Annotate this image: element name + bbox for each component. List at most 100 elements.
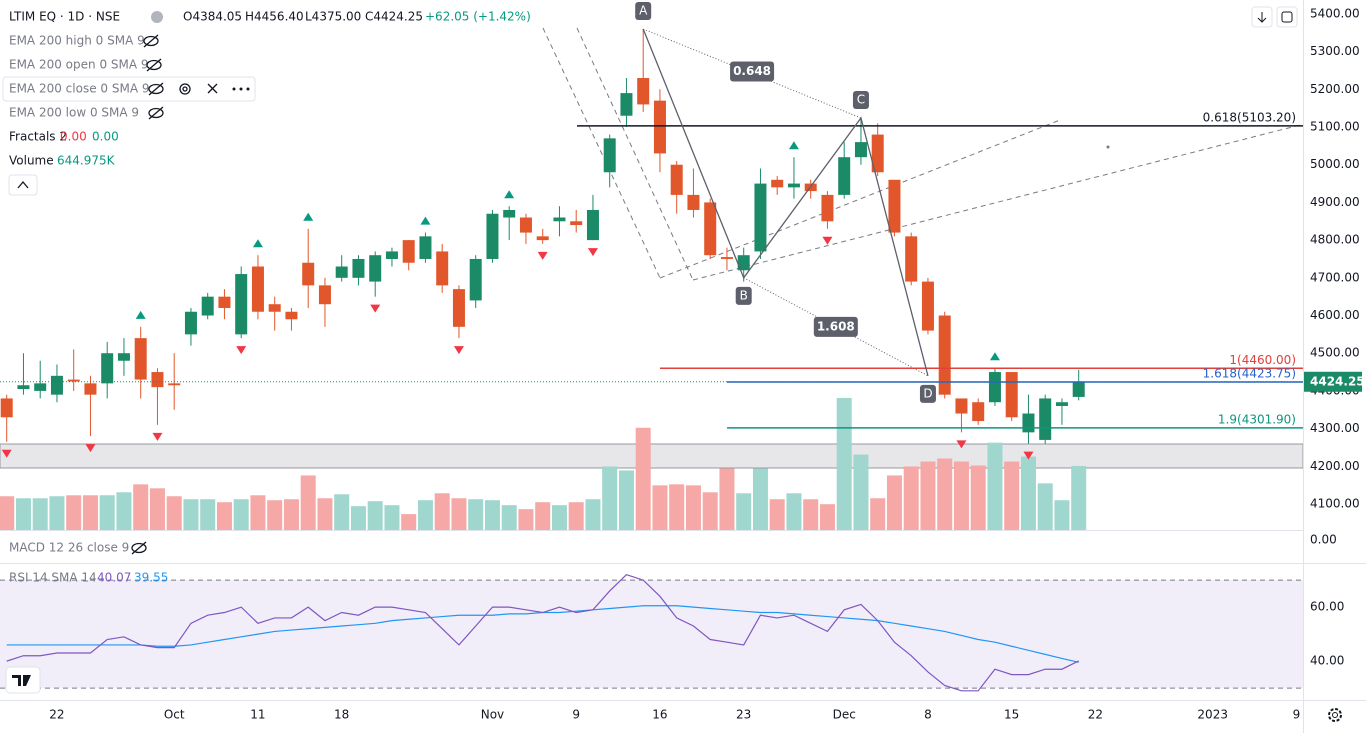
candle-body [620,93,633,116]
range-box [0,443,1304,469]
candle-body [101,353,114,384]
x-tick-label: 9 [572,708,580,722]
candle-body [921,281,934,331]
candle-body [737,255,750,271]
candle-body [704,202,717,256]
volume-bar [752,468,768,530]
y-tick-label: 5000.00 [1310,157,1360,171]
ratio-box [813,316,858,337]
x-tick-label: 23 [736,708,751,722]
volume-bar [300,475,316,530]
volume-bar [401,514,417,530]
volume-bar [836,398,852,530]
eye-icon[interactable] [146,59,162,71]
volume-bar [870,498,886,530]
volume-bar [585,499,601,530]
volume-bar [49,496,65,530]
candle-body [754,183,767,252]
collapse-button[interactable] [8,174,38,196]
candle-body [1005,372,1018,418]
y-tick-label: 4900.00 [1310,195,1360,209]
candle-body [385,251,398,259]
level-label: 1.9(4301.90) [1218,412,1296,426]
fractals-value: 0.00 [92,130,119,144]
x-tick-label: Dec [833,708,856,722]
candle-body [771,179,784,188]
volume-bar [1071,465,1087,530]
volume-bar [250,495,266,530]
candle-body [168,383,181,386]
logo [12,675,31,686]
fractal-down [537,251,548,260]
eye-slash [148,82,164,96]
volume-bar [283,499,299,530]
volume-bar [819,504,835,530]
candle-body [570,221,583,226]
candle-body [838,157,851,195]
settings-gear[interactable] [1328,708,1342,722]
candle-body [1022,413,1035,433]
candle-body [854,142,867,158]
rsi-sma-value: 39.55 [134,571,168,585]
volume-bar [736,493,752,530]
eye-slash [146,58,162,72]
y-tick-label: 4100.00 [1310,496,1360,510]
fractal-up [989,352,1000,361]
background-layer [0,27,1304,469]
level-label: 1.618(4423.75) [1203,366,1296,380]
candle-body [235,274,248,335]
candle-body [117,353,130,361]
volume-bar [987,442,1003,530]
y-tick-label: 5200.00 [1310,82,1360,96]
volume-bar [233,499,249,530]
candle-body [302,262,315,286]
indicator-label: EMA 200 close 0 SMA 9 [9,82,149,96]
candle-body [134,338,147,380]
volume-bar [384,505,400,530]
candle-body [84,383,97,395]
candle-body [988,372,1001,403]
point-box [635,2,652,21]
candle-body [1055,402,1068,406]
x-tick-label: 18 [334,708,349,722]
volume-bar [551,505,567,530]
volume-bar [317,498,333,530]
fractal-down [152,432,163,441]
eye-icon[interactable] [143,35,159,47]
fractal-down [956,440,967,449]
eye-icon[interactable] [148,83,164,95]
eye-icons[interactable] [131,34,218,555]
legend-row-box[interactable] [2,76,256,102]
eye-icon[interactable] [148,107,164,119]
fractal-up [788,141,799,150]
candle-body [369,255,382,282]
candle-body [285,311,298,320]
fractal-up [303,212,314,221]
y-tick-label: 5100.00 [1310,120,1360,134]
x-tick-label: 22 [1088,708,1103,722]
y-tick-label: 4600.00 [1310,308,1360,322]
volume-bar [183,499,199,530]
settings-icon[interactable] [179,83,191,95]
reset-button[interactable] [1276,6,1298,28]
point-box [919,384,936,403]
level-label: 0.618(5103.20) [1203,110,1296,124]
candle-body [938,315,951,395]
more-icon[interactable] [232,87,250,91]
volume-bar [367,501,383,530]
candle-body [637,78,650,105]
candle-body [955,398,968,414]
volume-bar [618,470,634,530]
legend: LTIM EQ · 1D · NSE O4384.05 H4456.40 L43… [2,10,531,585]
candle-body [151,372,164,388]
volume-bar [82,495,98,530]
fractal-up [420,216,431,225]
volume-bar [970,465,986,530]
volume-bar [786,493,802,530]
candle-body [553,217,566,222]
candle-body [452,289,465,327]
eye-icon[interactable] [131,542,147,554]
volume-bar [149,488,165,530]
volume-bar [1020,456,1036,530]
volume-bar [853,454,869,530]
